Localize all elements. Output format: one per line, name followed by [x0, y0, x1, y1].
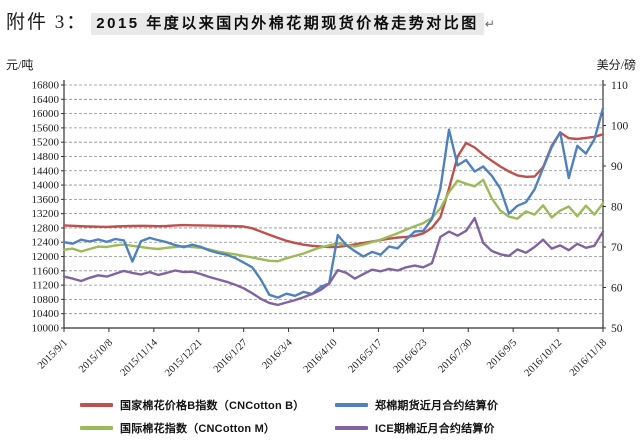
legend-item-zce-futures: 郑棉期货近月合约结算价: [335, 398, 625, 412]
y-axis-label-right: 90: [611, 161, 623, 173]
attachment-heading: 附件 3： 2015 年度以来国内外棉花期现货价格走势对比图 ↵: [6, 7, 495, 35]
x-axis-label: 2016/7/30: [436, 337, 474, 375]
y-axis-label-left: 10400: [32, 308, 60, 320]
series-line-cncotton-b: [62, 131, 605, 249]
y-axis-label-left: 16000: [32, 108, 60, 120]
legend-line-cncotton-b: [80, 403, 113, 407]
y-axis-label-left: 16400: [32, 94, 60, 106]
document-title: 2015 年度以来国内外棉花期现货价格走势对比图: [91, 13, 484, 35]
y-axis-label-left: 13600: [32, 194, 60, 206]
chart-legend: 国家棉花价格B指数（CNCotton B） 郑棉期货近月合约结算价 国际棉花指数…: [80, 398, 625, 435]
x-axis-label: 2016/3/4: [261, 337, 296, 372]
y-axis-label-left: 13200: [32, 208, 60, 220]
legend-line-ice-futures: [335, 426, 368, 430]
x-axis-label: 2015/11/14: [119, 337, 161, 379]
y-axis-label-left: 11600: [32, 265, 60, 277]
y-axis-label-right: 50: [611, 323, 623, 335]
right-axis-unit: 美分/磅: [596, 58, 636, 72]
series-line-ice-cotton-futures: [62, 216, 605, 307]
series-line-zce-cotton-futures: [62, 106, 605, 299]
legend-item-cncotton-b: 国家棉花价格B指数（CNCotton B）: [80, 398, 335, 412]
y-axis-label-right: 70: [611, 242, 623, 254]
y-axis-label-left: 16800: [32, 80, 60, 92]
legend-label-zce-futures: 郑棉期货近月合约结算价: [375, 400, 499, 412]
y-axis-label-left: 15200: [32, 137, 60, 149]
y-axis-label-left: 12000: [32, 251, 60, 263]
x-axis-label: 2015/10/8: [77, 337, 115, 375]
legend-label-cncotton-b: 国家棉花价格B指数（CNCotton B）: [120, 400, 305, 412]
x-axis-label: 2016/1/27: [212, 337, 250, 375]
x-axis-label: 2016/11/18: [568, 337, 609, 378]
x-axis-label: 2016/10/12: [523, 337, 565, 379]
y-axis-label-left: 10800: [32, 294, 60, 306]
legend-label-cncotton-m: 国际棉花指数（CNCotton M）: [120, 423, 276, 435]
y-axis-label-right: 60: [611, 283, 623, 295]
paragraph-mark: ↵: [484, 17, 495, 31]
legend-item-cncotton-m: 国际棉花指数（CNCotton M）: [80, 421, 335, 435]
left-axis-unit: 元/吨: [6, 58, 34, 72]
x-axis-label: 2016/6/23: [392, 337, 430, 375]
legend-item-ice-futures: ICE期棉近月合约结算价: [335, 421, 625, 435]
x-axis-label: 2016/5/17: [347, 337, 385, 375]
y-axis-label-left: 11200: [32, 280, 60, 292]
y-axis-label-left: 14000: [32, 180, 60, 192]
attachment-label: 附件 3：: [6, 12, 88, 33]
legend-label-ice-futures: ICE期棉近月合约结算价: [375, 423, 495, 435]
y-axis-label-left: 15600: [32, 122, 60, 134]
legend-line-cncotton-m: [80, 426, 113, 430]
y-axis-label-right: 80: [611, 202, 623, 214]
y-axis-label-right: 100: [611, 121, 629, 133]
y-axis-label-left: 12400: [32, 237, 60, 249]
x-axis-label: 2016/4/10: [302, 337, 340, 375]
x-axis-label: 2015/9/1: [36, 337, 70, 371]
y-axis-label-left: 12800: [32, 222, 60, 234]
price-comparison-chart: 16800 16400 16000 15600 15200 14800 14400 14000…: [32, 80, 629, 379]
legend-line-zce-futures: [335, 403, 368, 407]
y-axis-label-left: 10000: [32, 323, 60, 335]
series-line-cncotton-m: [62, 178, 605, 263]
y-axis-label-right: 110: [611, 80, 628, 92]
y-axis-label-left: 14400: [32, 165, 60, 177]
y-axis-label-left: 14800: [32, 151, 60, 163]
x-axis-label: 2016/9/5: [485, 337, 519, 371]
x-axis-label: 2015/12/21: [163, 337, 205, 379]
